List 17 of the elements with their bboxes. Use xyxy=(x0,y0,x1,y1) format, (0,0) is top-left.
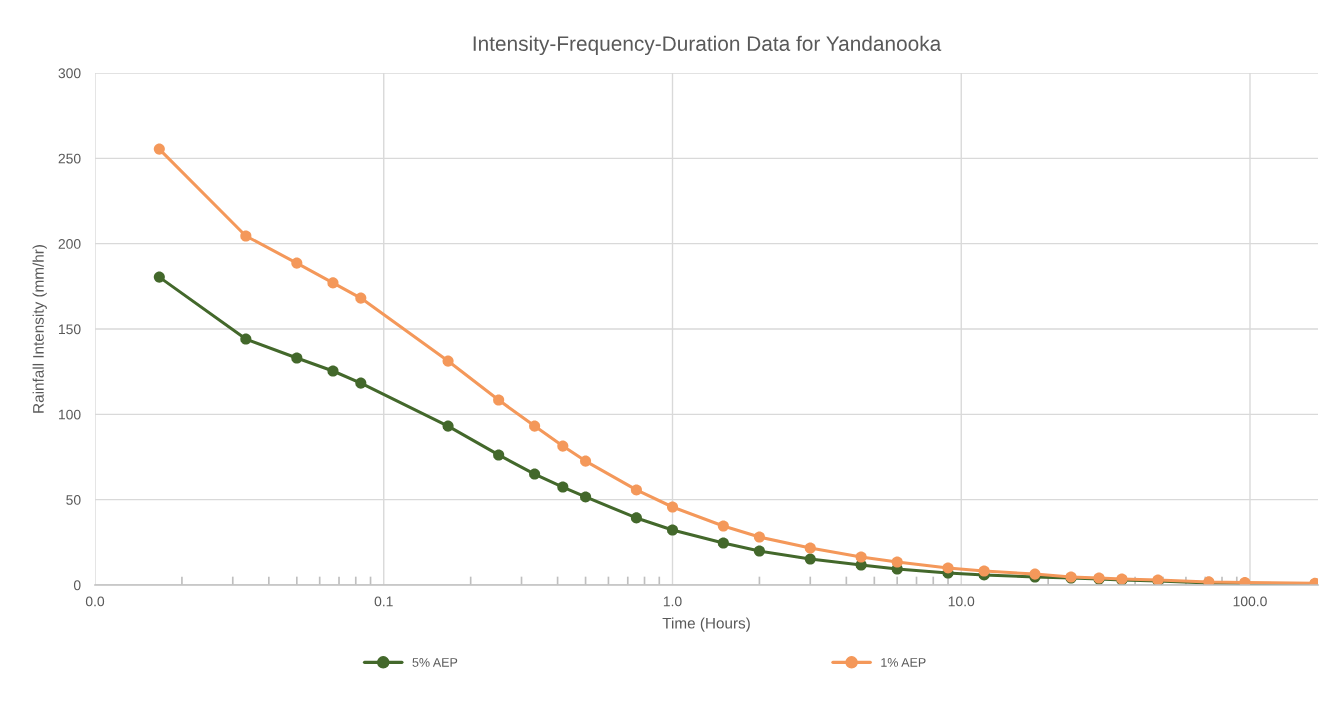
y-tick-label: 0 xyxy=(73,580,81,591)
y-tick-label: 150 xyxy=(59,324,81,335)
x-tick-label: 100.0 xyxy=(1233,596,1267,607)
y-tick-label: 200 xyxy=(58,239,81,249)
legend-label: 1% AEP xyxy=(881,658,926,667)
x-tick-label: 0.1 xyxy=(374,596,393,607)
x-tick-label: 10.0 xyxy=(948,596,975,607)
y-tick-label: 250 xyxy=(58,153,81,164)
y-tick-label: 100 xyxy=(59,409,81,420)
y-tick-label: 300 xyxy=(58,68,81,79)
x-tick-label: 0.0 xyxy=(85,596,105,607)
x-tick-label: 1.0 xyxy=(663,596,682,607)
x-axis-title: Time (Hours) xyxy=(662,617,750,632)
y-tick-label: 50 xyxy=(66,495,81,505)
y-axis-title: Rainfall Intensity (mm/hr) xyxy=(32,245,47,413)
chart-title: Intensity-Frequency-Duration Data for Yandanooka xyxy=(473,35,942,56)
legend-label: 5% AEP xyxy=(412,658,458,667)
